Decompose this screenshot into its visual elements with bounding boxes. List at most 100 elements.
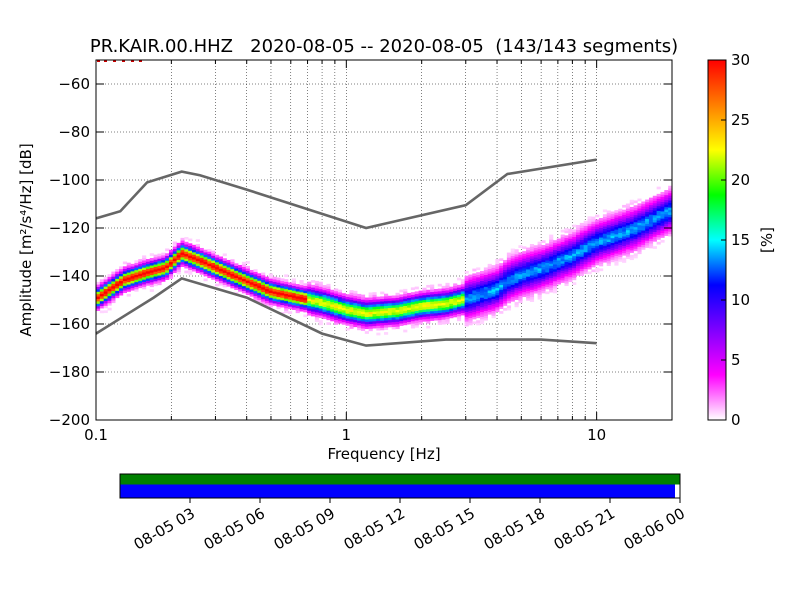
psd-cell — [514, 278, 519, 281]
psd-cell — [537, 241, 542, 245]
psd-cell — [380, 322, 385, 326]
psd-cell — [299, 299, 304, 302]
psd-cell — [529, 292, 535, 295]
psd-cell — [583, 242, 588, 246]
psd-cell — [522, 282, 527, 286]
psd-cell — [414, 310, 419, 314]
psd-cell — [399, 316, 404, 319]
psd-cell — [495, 258, 500, 262]
psd-cell — [518, 290, 523, 294]
psd-cell — [199, 267, 204, 270]
psd-cell — [261, 272, 266, 276]
psd-cell — [537, 282, 542, 286]
psd-cell — [549, 234, 554, 238]
psd-cell — [537, 292, 542, 295]
psd-cell — [238, 269, 243, 273]
psd-cell — [503, 279, 508, 282]
psd-cell — [360, 294, 366, 298]
psd-cell — [514, 302, 519, 305]
psd-cell — [614, 212, 619, 216]
psd-cell — [99, 300, 104, 304]
psd-cell — [468, 284, 473, 287]
psd-cell — [541, 281, 546, 284]
psd-cell — [433, 317, 439, 321]
psd-cell — [564, 242, 569, 246]
psd-cell — [138, 283, 143, 286]
psd-cell — [510, 291, 515, 295]
psd-cell — [303, 295, 308, 298]
psd-cell — [606, 229, 611, 233]
psd-cell — [587, 247, 592, 251]
psd-cell — [387, 310, 392, 313]
chart-title: PR.KAIR.00.HHZ 2020-08-05 -- 2020-08-05 … — [90, 36, 678, 57]
psd-cell — [614, 229, 619, 233]
psd-cell — [253, 278, 258, 282]
psd-cell — [633, 236, 638, 240]
psd-cell — [322, 285, 327, 288]
psd-cell — [172, 243, 177, 247]
psd-cell — [122, 285, 128, 289]
psd-cell — [445, 297, 450, 300]
psd-cell — [495, 292, 500, 296]
psd-cell — [253, 283, 258, 287]
psd-cell — [660, 223, 665, 226]
psd-cell — [215, 259, 220, 263]
psd-cell — [376, 299, 381, 302]
colorbar-tick-label: 30 — [731, 51, 750, 69]
psd-cell — [483, 298, 488, 302]
psd-cell — [610, 211, 615, 215]
psd-cell — [618, 244, 623, 248]
psd-cell — [510, 270, 515, 273]
psd-cell — [318, 322, 323, 326]
psd-cell — [449, 303, 454, 307]
psd-cell — [111, 281, 116, 284]
psd-cell — [414, 298, 419, 302]
psd-cell — [249, 284, 254, 288]
psd-cell — [165, 277, 170, 280]
psd-cell — [176, 247, 181, 251]
psd-cell — [115, 273, 120, 277]
psd-cell — [641, 215, 646, 219]
psd-cell — [157, 265, 162, 269]
psd-cell — [180, 261, 185, 265]
psd-cell — [153, 254, 158, 258]
psd-cell — [618, 235, 623, 238]
psd-cell — [533, 290, 538, 294]
psd-cell — [307, 288, 312, 292]
psd-cell — [445, 282, 450, 286]
psd-cell — [322, 306, 327, 310]
psd-cell — [529, 272, 535, 276]
psd-cell — [529, 268, 535, 271]
psd-cell — [645, 218, 650, 222]
psd-cell — [668, 214, 673, 218]
psd-cell — [499, 267, 504, 271]
psd-cell — [468, 322, 473, 326]
psd-cell — [614, 231, 619, 235]
psd-cell — [149, 258, 154, 261]
psd-cell — [472, 316, 477, 320]
psd-cell — [288, 294, 293, 298]
psd-cell — [119, 278, 124, 282]
psd-cell — [188, 250, 193, 254]
psd-cell — [384, 327, 389, 330]
psd-cell — [203, 259, 208, 262]
psd-cell — [595, 226, 600, 230]
psd-cell — [422, 306, 427, 310]
psd-cell — [602, 245, 608, 249]
psd-cell — [418, 290, 423, 294]
psd-cell — [602, 243, 608, 246]
psd-cell — [533, 281, 538, 284]
psd-cell — [606, 234, 611, 238]
psd-cell — [572, 265, 577, 269]
psd-cell — [518, 300, 523, 304]
psd-cell — [576, 229, 581, 233]
psd-cell — [579, 234, 584, 238]
psd-cell — [407, 292, 412, 296]
psd-cell — [157, 260, 162, 264]
psd-cell — [130, 273, 135, 277]
psd-cell — [172, 246, 177, 250]
psd-cell — [648, 240, 654, 244]
psd-cell — [568, 269, 573, 273]
psd-cell — [648, 245, 654, 249]
psd-cell — [633, 246, 638, 249]
